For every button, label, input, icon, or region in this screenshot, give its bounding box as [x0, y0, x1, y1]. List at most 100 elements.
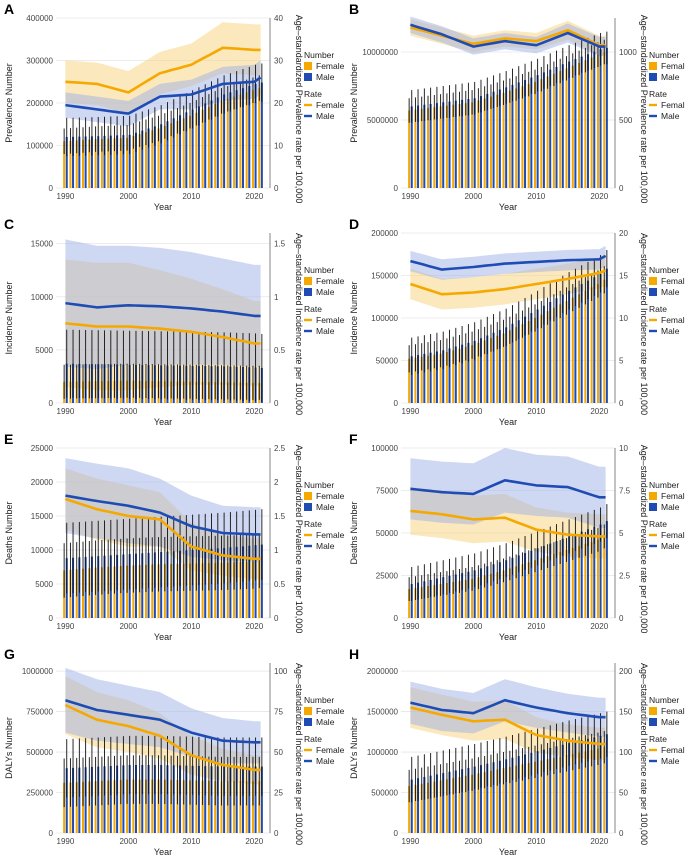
- legend-female-line-label-F: Female: [661, 530, 685, 540]
- female-number-bar-D-1991: [414, 357, 417, 403]
- male-number-bar-H-2005: [505, 759, 508, 833]
- female-number-bar-G-2006: [163, 779, 166, 833]
- male-number-bar-D-2016: [574, 287, 577, 403]
- male-number-bar-F-1994: [435, 578, 438, 618]
- female-number-bar-B-2017: [578, 62, 581, 188]
- female-number-bar-G-2018: [239, 781, 242, 833]
- legend-male-bar-label-C: Male: [316, 287, 335, 297]
- legend-female-bar-label-G: Female: [316, 706, 345, 716]
- female-number-bar-G-2010: [189, 780, 192, 833]
- female-number-bar-D-1995: [439, 353, 442, 403]
- male-number-bar-B-1996: [448, 101, 451, 188]
- male-number-bar-G-2006: [166, 765, 169, 833]
- female-number-bar-A-1993: [82, 139, 85, 188]
- x-tick-C-0: 1990: [57, 407, 75, 416]
- male-number-bar-B-2016: [574, 59, 577, 189]
- male-number-bar-D-1991: [417, 355, 420, 403]
- male-rate-band-H: [410, 679, 606, 737]
- female-number-bar-G-2014: [214, 781, 217, 833]
- male-number-bar-B-2017: [580, 56, 583, 189]
- male-number-bar-A-2020: [254, 83, 257, 188]
- x-tick-E-1: 2000: [119, 622, 137, 631]
- male-rate-band-B: [410, 16, 606, 57]
- y-axis-label-F: Deaths Number: [349, 501, 359, 564]
- y2-tick-G-2: 50: [274, 748, 283, 757]
- male-number-bar-B-2003: [492, 91, 495, 188]
- female-number-bar-B-2012: [546, 76, 549, 188]
- x-tick-H-0: 1990: [402, 837, 420, 846]
- male-number-bar-F-2004: [498, 562, 501, 618]
- male-number-bar-G-2004: [153, 765, 156, 833]
- male-number-bar-H-1994: [435, 774, 438, 833]
- male-number-bar-A-1990: [65, 137, 68, 188]
- y2-axis-label-H: Age–standardized Incidence rate per 100,…: [639, 663, 649, 845]
- male-rate-band-E: [65, 458, 261, 562]
- male-rate-line-C: [65, 301, 261, 318]
- male-number-bar-F-2018: [586, 529, 589, 618]
- legend-male-bar-swatch-B: [649, 73, 657, 81]
- male-number-bar-F-2007: [517, 555, 520, 618]
- male-number-bar-H-2014: [561, 744, 564, 833]
- male-number-bar-D-2010: [536, 309, 539, 403]
- female-number-bar-H-1990: [408, 786, 411, 833]
- legend-number-title-F: Number: [649, 480, 679, 490]
- male-number-bar-D-2020: [599, 273, 602, 403]
- legend-female-bar-label-F: Female: [661, 491, 685, 501]
- y-tick-D-3: 150000: [371, 272, 398, 281]
- male-number-bar-B-2004: [498, 89, 501, 188]
- male-number-bar-A-1992: [78, 136, 81, 188]
- female-number-bar-H-2021: [603, 747, 606, 833]
- male-number-bar-H-2003: [492, 762, 495, 833]
- female-number-bar-D-2017: [578, 294, 581, 403]
- female-number-bar-G-2020: [251, 781, 254, 833]
- male-number-bar-B-2002: [486, 93, 489, 188]
- female-number-bar-D-2004: [496, 335, 499, 403]
- y-axis-label-D: Incidence Number: [349, 281, 359, 354]
- legend-male-bar-swatch-G: [304, 718, 312, 726]
- male-number-bar-H-2012: [549, 748, 552, 833]
- y-tick-E-3: 15000: [31, 512, 54, 521]
- legend-rate-title-D: Rate: [649, 304, 667, 314]
- female-number-bar-G-2004: [151, 779, 154, 833]
- male-number-bar-B-1995: [442, 102, 445, 188]
- female-number-bar-D-1996: [445, 352, 448, 403]
- male-number-bar-F-2001: [479, 568, 482, 618]
- female-number-bar-A-2012: [201, 109, 204, 188]
- female-number-bar-D-2013: [552, 307, 555, 403]
- female-number-bar-D-2020: [596, 284, 599, 403]
- male-number-bar-A-2014: [216, 97, 219, 188]
- female-number-bar-H-2018: [584, 751, 587, 833]
- y-tick-C-2: 10000: [31, 293, 54, 302]
- panel-label-G: G: [4, 646, 15, 662]
- male-number-bar-A-1994: [90, 136, 93, 188]
- female-number-bar-A-2016: [226, 98, 229, 188]
- female-number-bar-F-2000: [471, 578, 474, 618]
- legend-male-line-label-E: Male: [316, 541, 335, 551]
- legend-rate-title-G: Rate: [304, 734, 322, 744]
- y-tick-A-3: 300000: [26, 57, 53, 66]
- legend-male-bar-label-E: Male: [316, 502, 335, 512]
- panel-D: D 0 50000 100000 150000 200000 0 5 10 15 20 1990 200…: [349, 216, 685, 427]
- legend-number-title-H: Number: [649, 695, 679, 705]
- male-number-bar-D-2006: [511, 323, 514, 403]
- female-number-bar-A-1994: [88, 139, 91, 188]
- female-number-bar-H-2011: [540, 760, 543, 833]
- male-number-bar-B-2011: [542, 72, 545, 188]
- female-number-bar-B-2007: [515, 88, 518, 188]
- male-rate-line-D: [410, 254, 607, 271]
- male-number-bar-A-2007: [172, 118, 175, 188]
- male-number-bar-A-2016: [229, 92, 232, 188]
- female-number-bar-H-1993: [427, 782, 430, 833]
- legend-female-line-label-B: Female: [661, 100, 685, 110]
- x-axis-label-C: Year: [154, 417, 172, 427]
- legend-male-bar-swatch-F: [649, 503, 657, 511]
- y-tick-E-0: 0: [49, 614, 54, 623]
- y2-tick-E-4: 2: [274, 478, 279, 487]
- male-number-bar-G-2010: [191, 765, 194, 833]
- legend-female-bar-swatch-H: [649, 707, 657, 715]
- female-number-bar-F-1993: [427, 586, 430, 618]
- legend-male-bar-swatch-E: [304, 503, 312, 511]
- male-number-bar-H-2009: [530, 752, 533, 833]
- male-number-bar-F-2008: [524, 553, 527, 618]
